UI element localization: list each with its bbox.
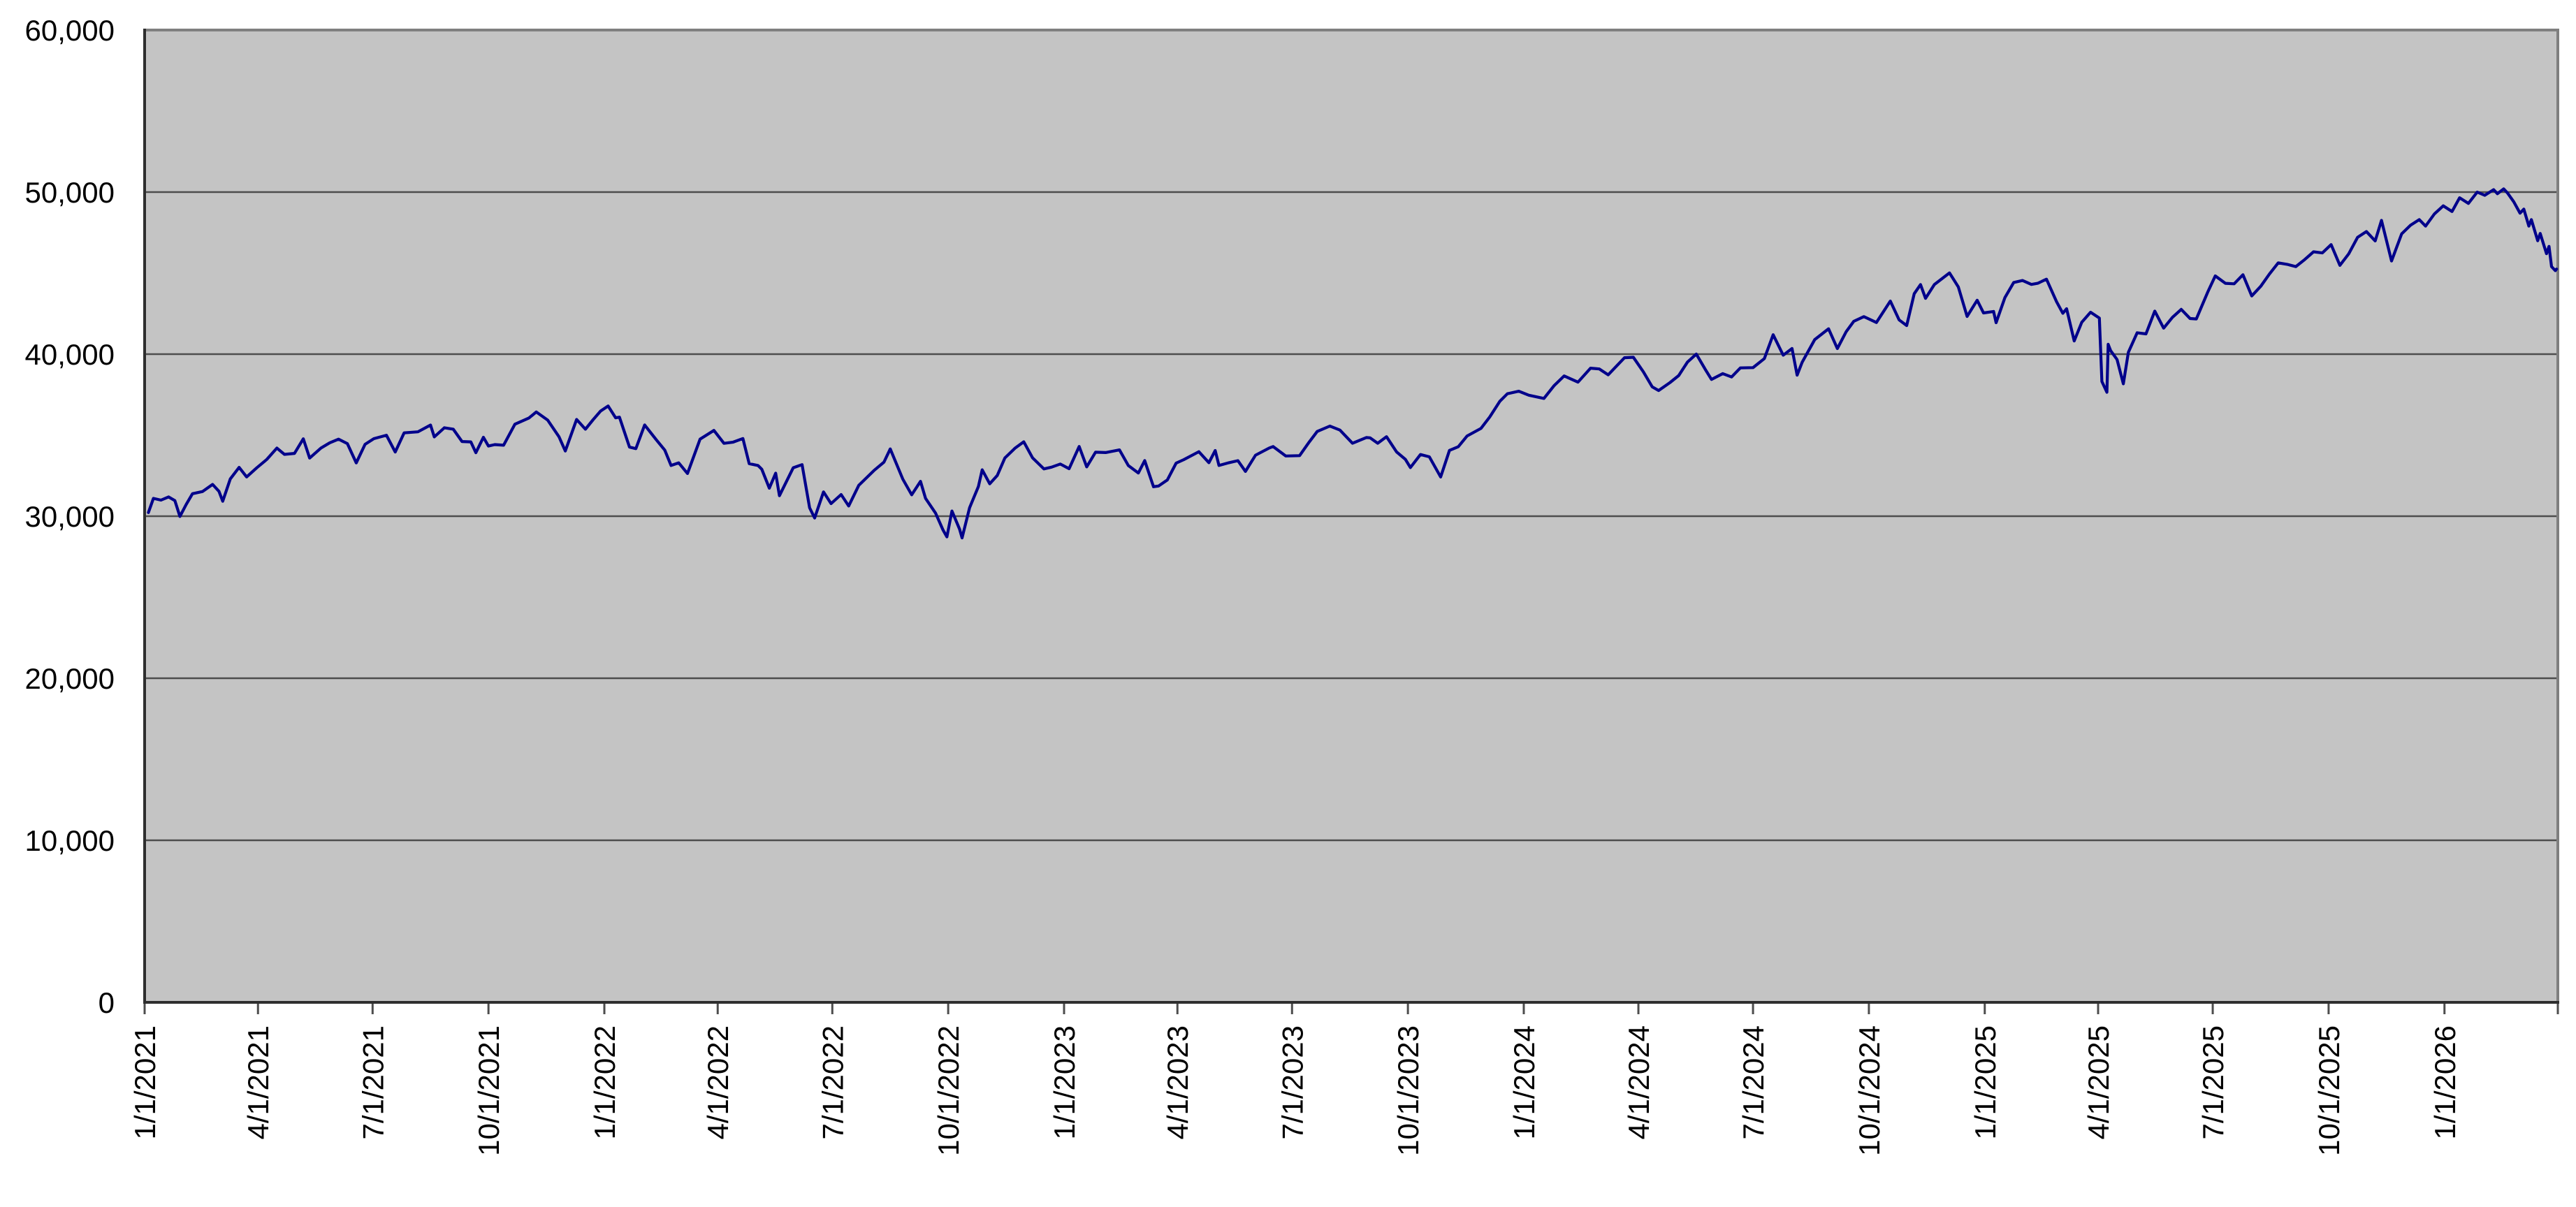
x-axis-tick-label: 4/1/2024 [1622,1025,1655,1140]
y-axis-labels: 0 10,000 20,000 30,000 40,000 50,000 60,000 [25,14,115,1019]
y-axis-tick-label: 30,000 [25,500,115,533]
x-axis-tick-label: 4/1/2022 [701,1025,734,1140]
x-axis-tick-label: 10/1/2024 [1853,1025,1886,1156]
y-axis-tick-label: 40,000 [25,338,115,371]
x-axis-tick-label: 7/1/2023 [1276,1025,1309,1140]
x-axis-tick-label: 4/1/2021 [242,1025,275,1140]
x-axis-tick-label: 7/1/2025 [2197,1025,2229,1140]
y-axis-tick-label: 60,000 [25,14,115,47]
x-axis-tick-label: 1/1/2021 [129,1025,161,1140]
x-axis-tick-label: 1/1/2024 [1508,1025,1541,1140]
y-axis-tick-label: 20,000 [25,662,115,695]
x-axis-tick-label: 7/1/2022 [816,1025,849,1140]
y-axis-tick-label: 10,000 [25,824,115,857]
x-axis-labels: 1/1/2021 4/1/2021 7/1/2021 10/1/2021 1/1/202… [129,1025,2461,1156]
x-axis-ticks [143,1004,2559,1014]
x-axis-tick-label: 1/1/2025 [1969,1025,2002,1140]
x-axis-tick-label: 1/1/2026 [2429,1025,2461,1140]
price-line [147,187,2559,540]
x-axis-tick-label: 10/1/2022 [932,1025,965,1156]
y-axis-tick-label: 0 [99,986,115,1019]
x-axis-tick-label: 7/1/2021 [356,1025,389,1140]
x-axis-tick-label: 1/1/2022 [588,1025,621,1140]
x-axis-tick-label: 10/1/2023 [1392,1025,1425,1156]
x-axis-tick-label: 7/1/2024 [1737,1025,1770,1140]
x-axis-tick-label: 10/1/2021 [472,1025,505,1156]
axes [143,29,2559,1004]
x-axis-tick-label: 10/1/2025 [2313,1025,2345,1156]
x-axis-tick-label: 4/1/2023 [1161,1025,1194,1140]
x-axis-tick-label: 1/1/2023 [1048,1025,1081,1140]
gridlines [145,191,2558,842]
y-axis-tick-label: 50,000 [25,176,115,209]
x-axis-tick-label: 4/1/2025 [2082,1025,2115,1140]
